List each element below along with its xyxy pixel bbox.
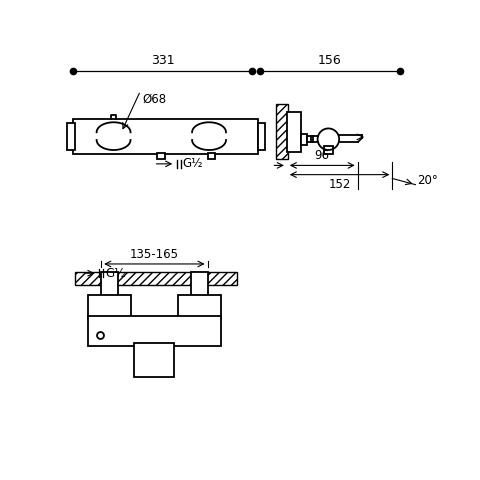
Bar [307, 136, 313, 142]
Text: 135-165: 135-165 [130, 248, 179, 261]
Bar [300, 134, 307, 144]
Bar [207, 153, 215, 159]
Bar [258, 123, 265, 150]
Bar [104, 317, 118, 331]
Bar [178, 295, 221, 319]
Text: 96: 96 [315, 148, 330, 162]
Bar [101, 272, 118, 296]
Bar [75, 273, 237, 285]
Bar [287, 111, 300, 152]
Text: G½: G½ [183, 157, 204, 170]
Bar [192, 317, 206, 331]
Bar [88, 315, 221, 347]
Text: Ø68: Ø68 [142, 92, 166, 105]
Bar [276, 104, 288, 159]
Bar [324, 146, 333, 154]
Text: 20°: 20° [417, 174, 438, 187]
Text: G½: G½ [105, 267, 126, 280]
Bar [73, 119, 258, 154]
Bar [88, 295, 131, 319]
Text: 331: 331 [151, 54, 174, 67]
Bar [134, 343, 174, 377]
Text: 152: 152 [328, 179, 351, 192]
Text: 156: 156 [318, 54, 342, 67]
Bar [157, 153, 165, 159]
Bar [191, 272, 207, 296]
Bar [67, 123, 75, 150]
